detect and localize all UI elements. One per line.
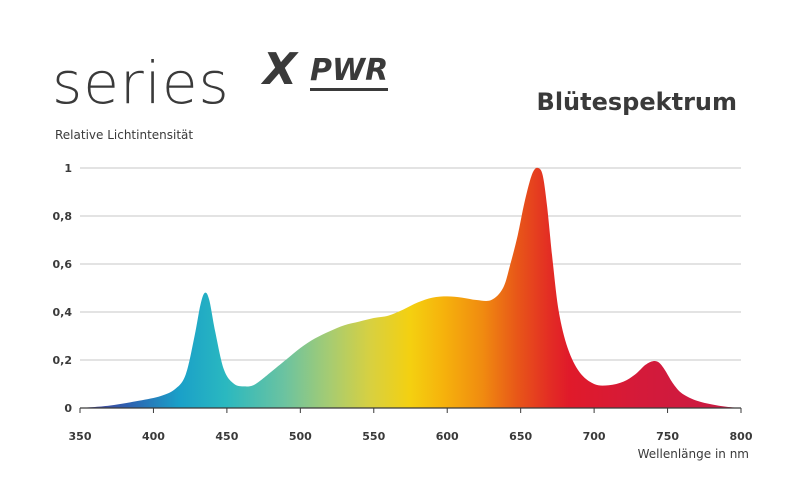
x-tick-label: 550: [362, 430, 385, 443]
logo-pwr-text: PWR: [310, 56, 389, 91]
x-tick-label: 400: [142, 430, 165, 443]
y-tick-label: 0,2: [53, 354, 73, 367]
x-tick-label: 800: [730, 430, 753, 443]
brand-logo: series X PWR: [52, 44, 432, 120]
x-tick-label: 600: [436, 430, 459, 443]
spectrum-area: [80, 167, 741, 408]
x-tick-label: 700: [583, 430, 606, 443]
x-tick-label: 450: [215, 430, 238, 443]
x-tick-label: 650: [509, 430, 532, 443]
y-tick-label: 1: [64, 162, 72, 175]
y-tick-label: 0,4: [53, 306, 73, 319]
x-axis-title: Wellenlänge in nm: [637, 447, 749, 461]
chart-title: Blütespektrum: [536, 88, 737, 116]
y-tick-label: 0: [64, 402, 72, 415]
x-tick-label: 750: [656, 430, 679, 443]
x-tick-label: 350: [69, 430, 92, 443]
logo-series-text: series: [52, 49, 230, 117]
x-tick-label: 500: [289, 430, 312, 443]
y-axis-title: Relative Lichtintensität: [55, 128, 194, 142]
logo-x-mark: X: [263, 44, 297, 95]
y-tick-label: 0,8: [53, 210, 73, 223]
y-tick-label: 0,6: [53, 258, 73, 271]
